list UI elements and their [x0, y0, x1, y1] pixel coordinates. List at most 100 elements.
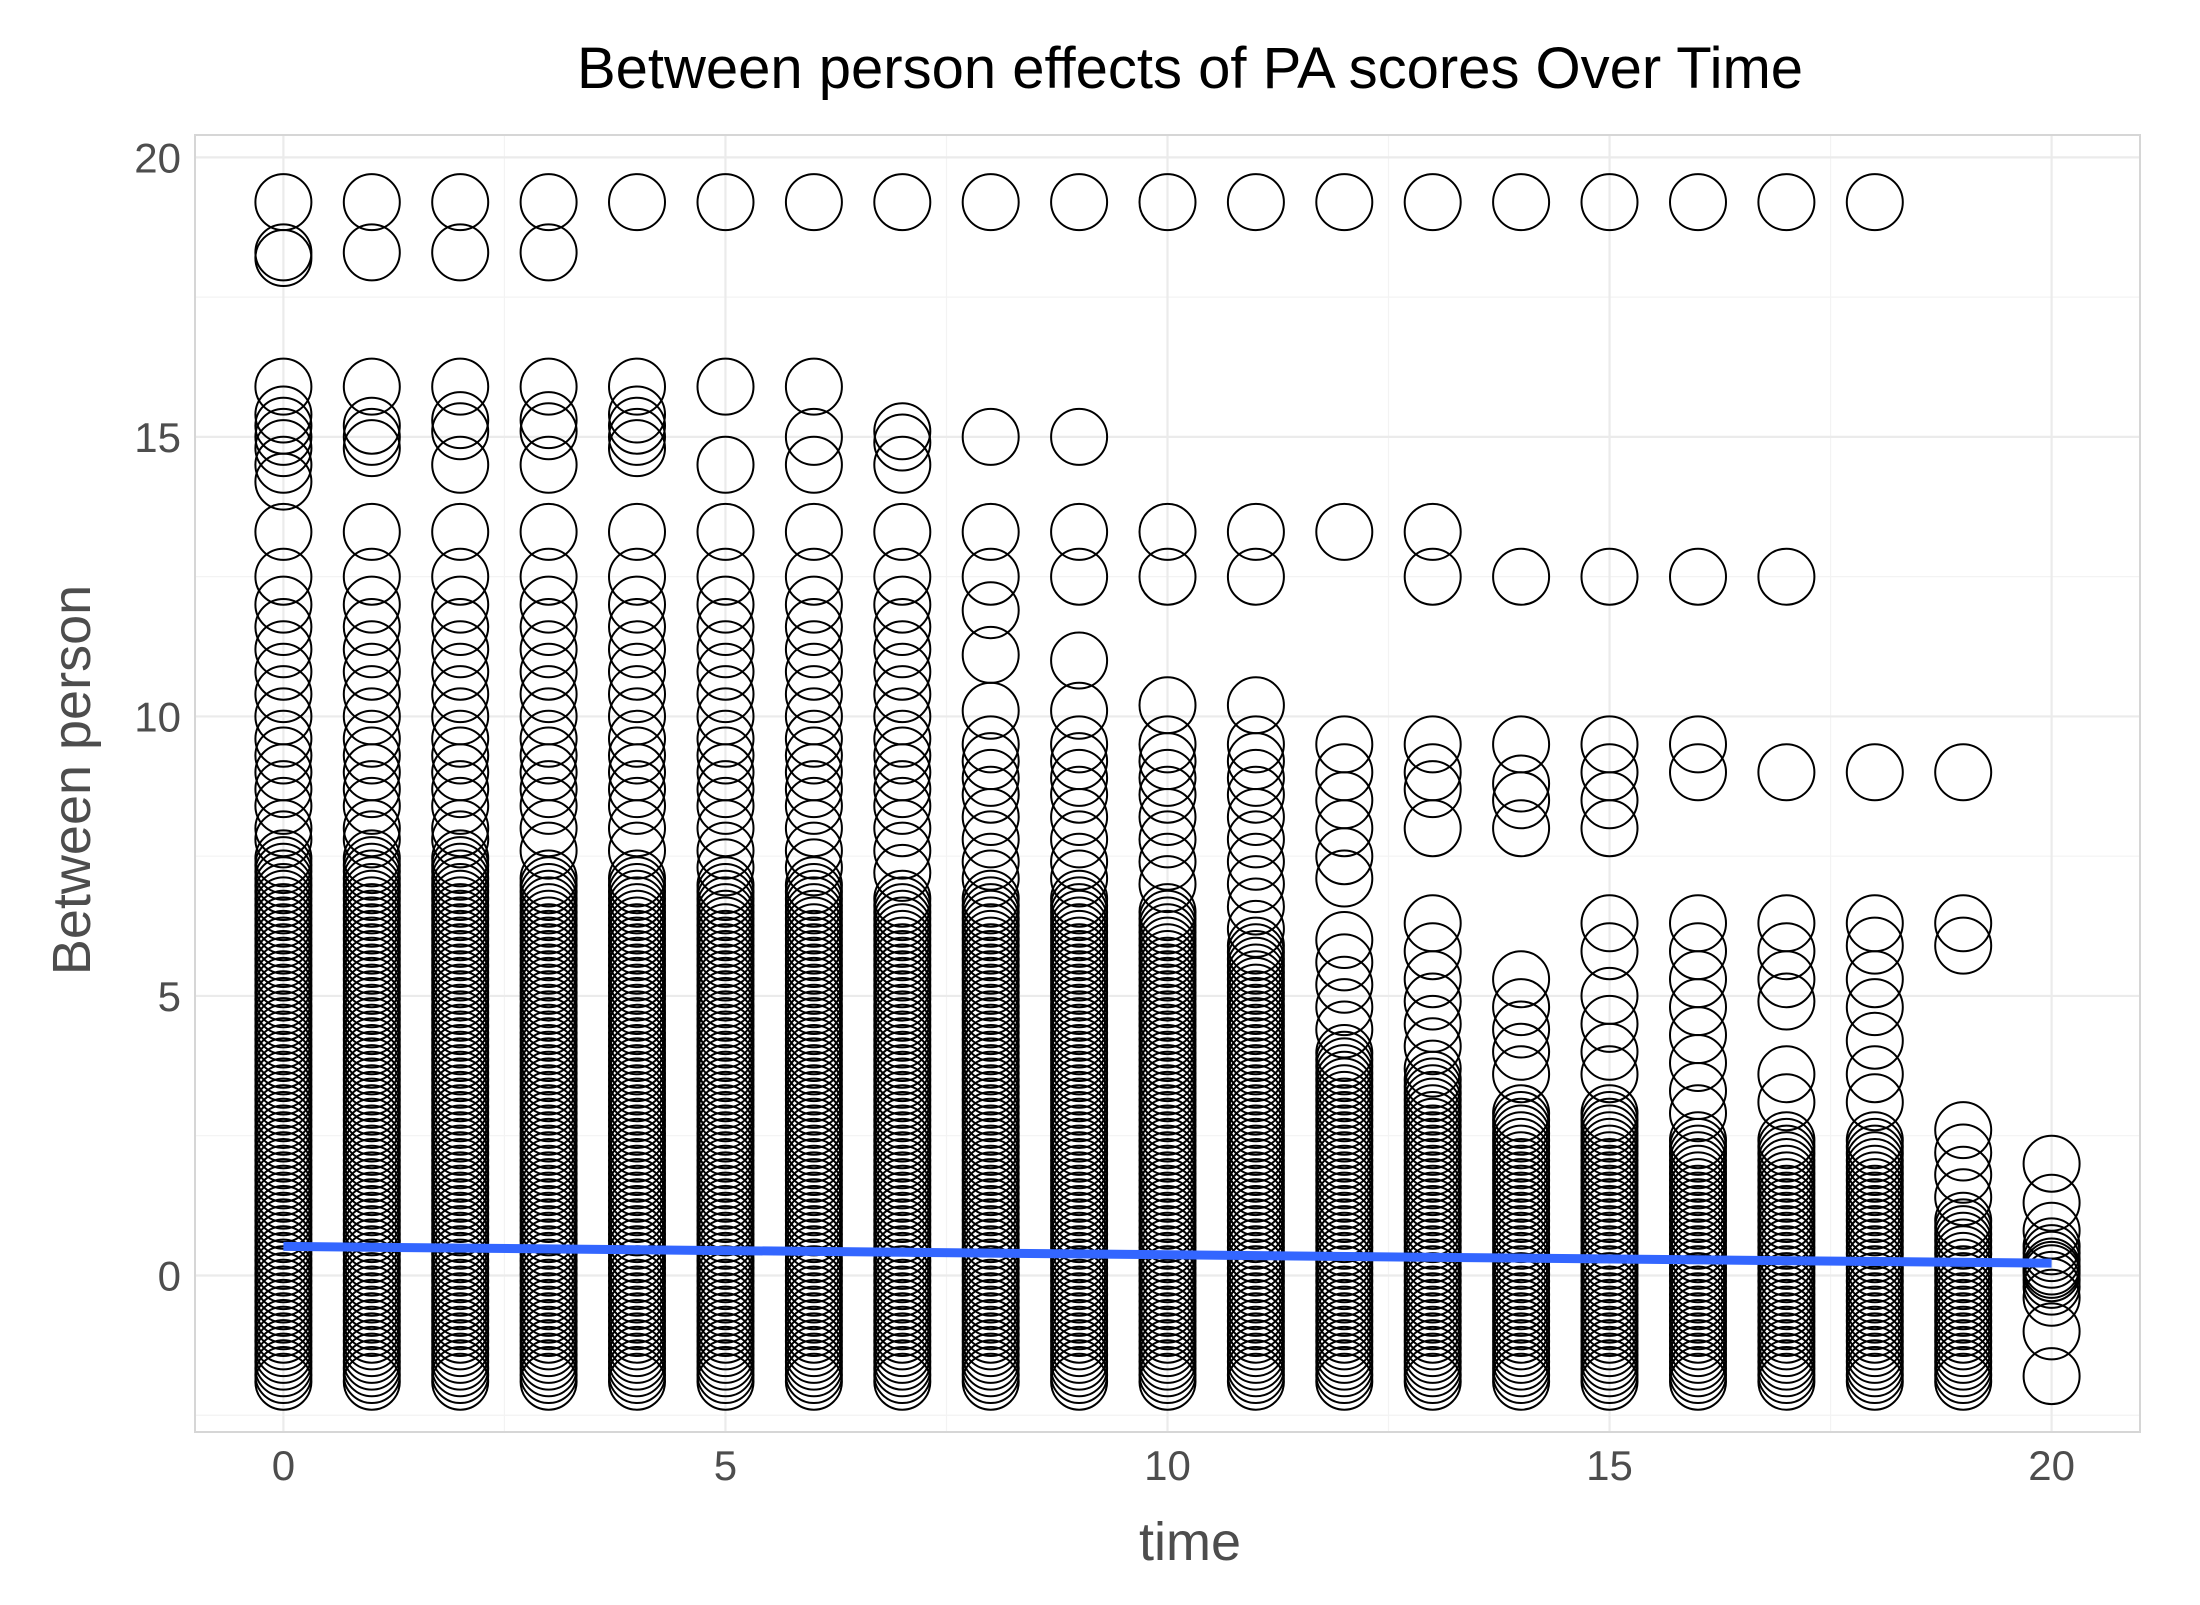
data-point: [1492, 547, 1551, 606]
data-point: [1757, 1045, 1816, 1104]
data-point: [519, 598, 578, 656]
data-point: [1580, 547, 1639, 606]
data-point: [519, 665, 578, 724]
data-point: [1315, 799, 1374, 858]
data-point: [608, 407, 666, 466]
data-point: [519, 776, 578, 835]
data-point: [1580, 922, 1639, 981]
data-point: [1226, 916, 1285, 975]
data-point: [608, 575, 666, 634]
data-point: [784, 776, 843, 835]
data-point: [254, 776, 313, 835]
data-point: [1845, 173, 1904, 232]
data-point: [1050, 631, 1109, 690]
data-point: [431, 810, 490, 869]
data-point: [1669, 1084, 1727, 1143]
data-point: [1315, 502, 1374, 561]
data-point: [1580, 1022, 1639, 1081]
data-point: [696, 709, 755, 768]
data-point: [784, 620, 843, 679]
data-point: [784, 838, 843, 897]
x-tick-label: 10: [1144, 1442, 1191, 1489]
data-point: [519, 799, 578, 858]
data-point: [1138, 547, 1197, 606]
data-point: [431, 776, 490, 835]
data-point: [431, 726, 490, 785]
data-point: [1226, 855, 1285, 914]
data-point: [961, 547, 1020, 606]
data-point: [784, 357, 843, 416]
data-point: [608, 598, 666, 656]
data-point: [1845, 916, 1904, 975]
data-point: [1315, 911, 1374, 969]
trend-line: [283, 1241, 2052, 1268]
data-point: [519, 391, 578, 450]
data-point: [1050, 849, 1109, 908]
data-point: [1315, 955, 1374, 1014]
y-tick-label: 10: [134, 693, 181, 740]
data-point: [608, 665, 666, 724]
data-point: [1226, 899, 1285, 958]
data-point: [696, 838, 755, 897]
data-point: [696, 776, 755, 835]
data-point: [608, 726, 666, 785]
data-point: [342, 357, 401, 416]
data-point: [1580, 1045, 1639, 1104]
data-point: [519, 575, 578, 634]
data-point: [1757, 547, 1816, 606]
data-point: [342, 776, 401, 835]
data-point: [784, 665, 843, 724]
data-point: [254, 575, 313, 634]
data-point: [1580, 771, 1639, 830]
data-point: [1138, 765, 1197, 824]
data-point: [1403, 502, 1462, 561]
data-point: [254, 709, 313, 768]
data-point: [961, 765, 1020, 824]
data-point: [873, 760, 932, 819]
data-point: [784, 598, 843, 656]
data-point: [254, 598, 313, 656]
data-point: [961, 581, 1020, 640]
data-point: [1845, 1073, 1904, 1132]
data-point: [342, 760, 401, 819]
data-point: [342, 223, 401, 282]
data-point: [961, 681, 1020, 740]
data-point: [1403, 1039, 1462, 1098]
data-point: [1934, 743, 1993, 802]
x-axis-ticks: 0 5 10 15 20: [272, 1442, 2075, 1489]
data-point: [1492, 950, 1551, 1009]
data-point: [431, 598, 490, 656]
data-point: [1580, 799, 1639, 858]
data-point: [431, 223, 490, 282]
data-point: [784, 743, 843, 802]
data-point: [1050, 547, 1109, 606]
data-point: [1315, 849, 1374, 908]
data-point: [961, 625, 1020, 684]
data-point: [873, 402, 932, 461]
data-point: [1315, 827, 1374, 886]
data-point: [519, 357, 578, 416]
data-point: [1050, 407, 1109, 466]
data-point: [1934, 1145, 1993, 1204]
data-point: [608, 357, 666, 416]
data-point: [608, 547, 666, 606]
data-point: [1050, 681, 1109, 740]
data-point: [1669, 715, 1727, 774]
data-point: [519, 849, 578, 908]
data-point: [519, 435, 578, 494]
data-point: [1403, 799, 1462, 858]
data-point: [1226, 173, 1285, 232]
data-point: [342, 726, 401, 785]
data-point: [1669, 1062, 1727, 1120]
data-point: [1138, 173, 1197, 232]
data-point: [1315, 1000, 1374, 1059]
y-tick-label: 15: [134, 414, 181, 461]
data-point: [961, 715, 1020, 774]
data-point: [519, 223, 578, 282]
data-point: [873, 575, 932, 634]
data-point: [784, 547, 843, 606]
data-point: [431, 665, 490, 724]
data-point: [431, 391, 490, 450]
data-point: [608, 760, 666, 819]
data-point: [254, 665, 313, 724]
